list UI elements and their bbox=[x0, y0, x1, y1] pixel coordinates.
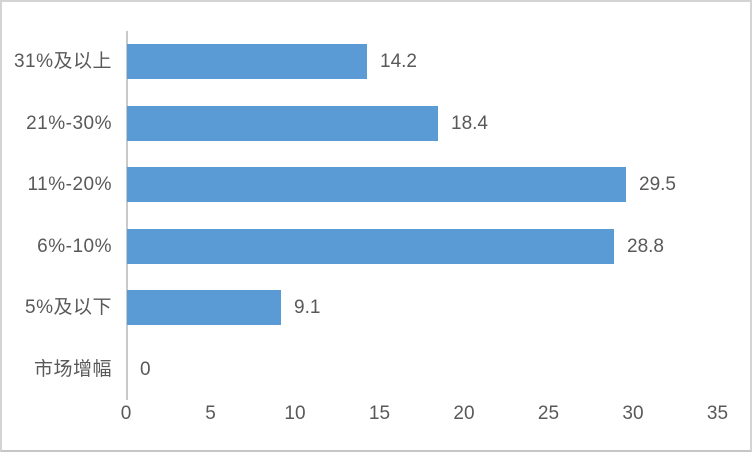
x-tick-label: 35 bbox=[706, 403, 729, 424]
x-tick-label: 10 bbox=[284, 403, 306, 424]
x-tick-label: 30 bbox=[622, 403, 644, 424]
value-label: 14.2 bbox=[380, 51, 417, 72]
x-tick-label: 5 bbox=[205, 403, 216, 424]
category-label: 5%及以下 bbox=[25, 297, 112, 318]
x-tick-label: 15 bbox=[368, 403, 391, 424]
category-label: 11%-20% bbox=[27, 174, 112, 195]
bar bbox=[127, 105, 438, 141]
category-label: 6%-10% bbox=[37, 235, 112, 257]
x-tick-label: 25 bbox=[537, 403, 560, 424]
category-label: 31%及以上 bbox=[13, 51, 112, 72]
value-label: 18.4 bbox=[451, 112, 488, 134]
x-tick-label: 20 bbox=[453, 403, 475, 424]
bar bbox=[127, 228, 614, 264]
category-label: 市场增幅 bbox=[33, 358, 112, 380]
bar bbox=[127, 167, 626, 203]
bar bbox=[127, 44, 367, 80]
value-label: 28.8 bbox=[627, 235, 664, 257]
y-axis-line bbox=[126, 31, 128, 400]
x-tick-label: 0 bbox=[120, 403, 132, 424]
value-label: 0 bbox=[140, 358, 151, 380]
category-label: 21%-30% bbox=[26, 112, 112, 134]
value-label: 29.5 bbox=[639, 174, 676, 195]
value-label: 9.1 bbox=[294, 297, 321, 318]
bar bbox=[127, 290, 281, 326]
